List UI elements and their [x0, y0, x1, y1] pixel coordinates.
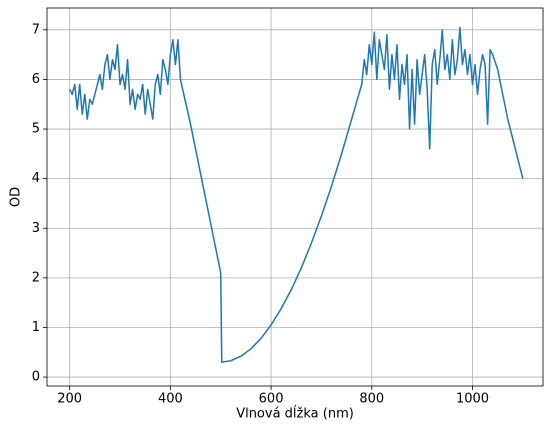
- y-tick-label: 1: [32, 320, 40, 335]
- y-tick-label: 2: [32, 270, 40, 285]
- data-line: [68, 26, 524, 363]
- x-tick-label: 1000: [456, 392, 489, 407]
- x-tick-label: 400: [158, 392, 183, 407]
- y-tick-label: 6: [32, 72, 40, 87]
- axes-frame: [46, 7, 544, 387]
- x-tick-label: 800: [359, 392, 384, 407]
- y-tick-label: 5: [32, 122, 40, 137]
- y-axis-label: OD: [9, 187, 24, 207]
- x-axis-label: Vlnová dĺžka (nm): [236, 406, 354, 422]
- y-tick-label: 7: [32, 22, 40, 37]
- x-tick-label: 200: [57, 392, 82, 407]
- y-tick-label: 4: [32, 171, 40, 186]
- y-tick-label: 0: [32, 370, 40, 385]
- y-tick-label: 3: [32, 221, 40, 236]
- x-tick-label: 600: [259, 392, 284, 407]
